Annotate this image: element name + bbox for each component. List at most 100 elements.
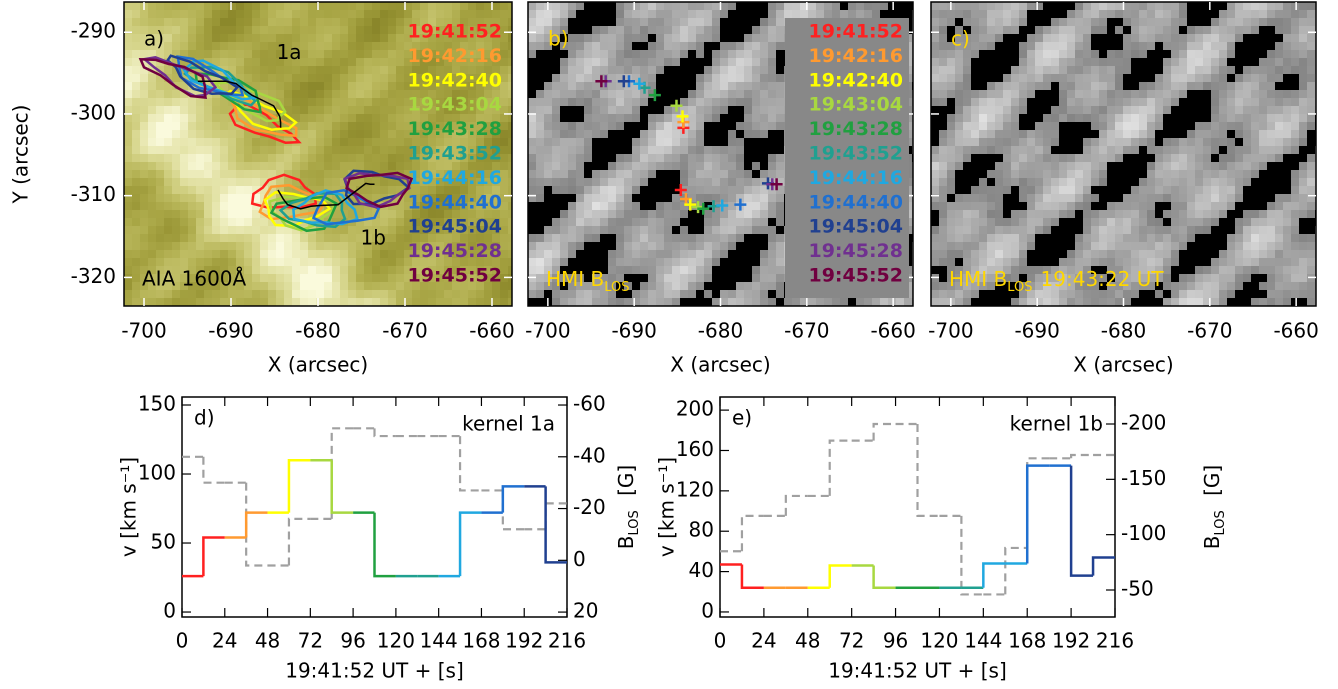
image-pixel (452, 10, 460, 18)
image-pixel (372, 146, 380, 154)
image-pixel (380, 178, 388, 186)
image-pixel (1139, 10, 1147, 18)
image-pixel (776, 298, 784, 306)
image-pixel (508, 250, 512, 258)
image-pixel (568, 106, 576, 114)
image-pixel (140, 274, 148, 282)
image-pixel (728, 2, 736, 10)
image-pixel (664, 106, 672, 114)
image-pixel (576, 282, 584, 290)
image-pixel (236, 146, 244, 154)
image-pixel (760, 130, 768, 138)
image-pixel (444, 18, 452, 26)
image-pixel (536, 234, 544, 242)
image-pixel (124, 218, 132, 226)
image-pixel (947, 170, 955, 178)
image-pixel (608, 58, 616, 66)
image-pixel (236, 42, 244, 50)
image-pixel (664, 146, 672, 154)
image-pixel (1019, 26, 1027, 34)
image-pixel (1099, 130, 1107, 138)
image-pixel (632, 66, 640, 74)
image-pixel (204, 138, 212, 146)
image-pixel (1091, 58, 1099, 66)
image-pixel (1171, 130, 1179, 138)
image-pixel (252, 258, 260, 266)
y-tick-label: -320 (71, 264, 116, 288)
image-pixel (404, 250, 412, 258)
image-pixel (528, 10, 536, 18)
image-pixel (528, 210, 536, 218)
image-pixel (1115, 122, 1123, 130)
image-pixel (632, 18, 640, 26)
image-pixel (476, 74, 484, 82)
image-pixel (244, 210, 252, 218)
image-pixel (600, 154, 608, 162)
image-pixel (1123, 122, 1131, 130)
image-pixel (212, 58, 220, 66)
image-pixel (308, 154, 316, 162)
image-pixel (404, 146, 412, 154)
image-pixel (1299, 58, 1307, 66)
image-pixel (736, 98, 744, 106)
image-pixel (348, 274, 356, 282)
image-pixel (728, 162, 736, 170)
image-pixel (1035, 90, 1043, 98)
image-pixel (1123, 34, 1131, 42)
image-pixel (592, 18, 600, 26)
image-pixel (704, 162, 712, 170)
image-pixel (148, 154, 156, 162)
image-pixel (939, 10, 947, 18)
image-pixel (1059, 82, 1067, 90)
image-pixel (452, 258, 460, 266)
image-pixel (696, 106, 704, 114)
image-pixel (1179, 170, 1187, 178)
image-pixel (696, 138, 704, 146)
image-pixel (688, 266, 696, 274)
image-pixel (744, 258, 752, 266)
image-pixel (164, 210, 172, 218)
image-pixel (132, 202, 140, 210)
image-pixel (768, 194, 776, 202)
image-pixel (244, 10, 252, 18)
image-pixel (476, 290, 484, 298)
time-label: 19:43:52 (407, 143, 502, 165)
image-pixel (568, 138, 576, 146)
image-pixel (939, 114, 947, 122)
image-pixel (500, 266, 508, 274)
image-pixel (696, 282, 704, 290)
image-pixel (364, 58, 372, 66)
image-pixel (492, 82, 500, 90)
image-pixel (220, 274, 228, 282)
image-pixel (963, 162, 971, 170)
image-pixel (616, 258, 624, 266)
image-pixel (444, 290, 452, 298)
image-pixel (955, 138, 963, 146)
image-pixel (648, 10, 656, 18)
image-pixel (824, 10, 832, 18)
image-pixel (300, 122, 308, 130)
image-pixel (348, 266, 356, 274)
image-pixel (1251, 178, 1259, 186)
image-pixel (1147, 58, 1155, 66)
image-pixel (1275, 18, 1283, 26)
image-pixel (608, 114, 616, 122)
image-pixel (1203, 130, 1211, 138)
image-pixel (444, 10, 452, 18)
image-pixel (1043, 138, 1051, 146)
image-pixel (1003, 146, 1011, 154)
image-pixel (436, 106, 444, 114)
image-pixel (252, 266, 260, 274)
image-pixel (544, 114, 552, 122)
image-pixel (752, 154, 760, 162)
image-pixel (356, 242, 364, 250)
image-pixel (768, 154, 776, 162)
image-pixel (1307, 90, 1315, 98)
image-pixel (624, 90, 632, 98)
image-pixel (1283, 98, 1291, 106)
image-pixel (412, 258, 420, 266)
image-pixel (228, 186, 236, 194)
image-pixel (476, 26, 484, 34)
image-pixel (568, 266, 576, 274)
image-pixel (720, 170, 728, 178)
